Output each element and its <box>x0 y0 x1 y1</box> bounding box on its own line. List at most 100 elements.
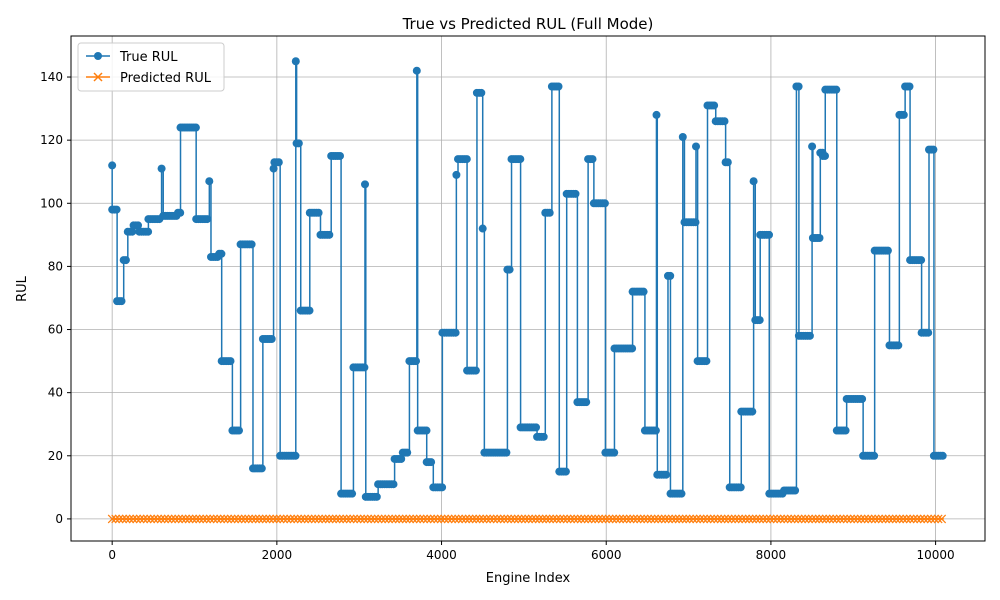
predicted-rul-point <box>569 514 579 524</box>
true-rul-point <box>257 464 266 473</box>
predicted-rul-point <box>349 514 359 524</box>
true-rul-point <box>808 142 817 151</box>
predicted-rul-point <box>429 514 439 524</box>
true-rul-point <box>269 164 278 173</box>
true-rul-point <box>176 208 185 217</box>
predicted-rul-point <box>258 514 268 524</box>
predicted-rul-point <box>394 514 404 524</box>
legend-marker-pred <box>93 72 103 82</box>
predicted-rul-point <box>695 514 705 524</box>
true-rul-point <box>128 227 137 236</box>
true-rul-point <box>677 489 686 498</box>
predicted-rul-point <box>265 514 275 524</box>
predicted-rul-point <box>674 514 684 524</box>
predicted-rul-point <box>825 514 835 524</box>
predicted-rul-point <box>177 514 187 524</box>
predicted-rul-point <box>251 514 261 524</box>
predicted-rul-point <box>503 514 513 524</box>
predicted-rul-point <box>790 514 800 524</box>
x-tick-label: 4000 <box>426 548 457 562</box>
true-rul-point <box>314 208 323 217</box>
predicted-rul-point <box>324 514 334 524</box>
predicted-rul-point <box>279 514 289 524</box>
true-rul-point <box>157 164 166 173</box>
true-rul-point <box>691 218 700 227</box>
predicted-rul-point <box>195 514 205 524</box>
true-rul-point <box>121 256 130 265</box>
predicted-rul-point <box>874 514 884 524</box>
predicted-rul-point <box>293 514 303 524</box>
predicted-rul-point <box>527 514 537 524</box>
predicted-rul-point <box>891 514 901 524</box>
predicted-rul-point <box>475 514 485 524</box>
legend-box <box>77 42 225 92</box>
true-rul-point <box>917 256 926 265</box>
true-rul-point <box>870 451 879 460</box>
predicted-rul-point <box>884 514 894 524</box>
true-rul-point <box>505 265 514 274</box>
plot-frame <box>70 35 986 542</box>
true-rul-point <box>336 151 344 160</box>
predicted-rul-point <box>464 514 474 524</box>
predicted-rul-point <box>356 514 366 524</box>
predicted-rul-point <box>230 514 240 524</box>
true-rul-point <box>108 161 117 170</box>
true-rul-point <box>938 451 947 460</box>
legend: True RUL Predicted RUL <box>77 42 225 92</box>
true-rul-point <box>765 230 773 239</box>
y-tick-label: 20 <box>48 449 63 463</box>
predicted-rul-point <box>405 514 415 524</box>
predicted-rul-point <box>926 514 936 524</box>
legend-label-pred: Predicted RUL <box>120 71 212 86</box>
predicted-rul-point <box>373 514 383 524</box>
predicted-rul-point <box>352 514 362 524</box>
predicted-rul-point <box>646 514 656 524</box>
predicted-rul-point <box>520 514 530 524</box>
true-rul-point <box>748 407 757 416</box>
predicted-rul-point <box>902 514 912 524</box>
predicted-rul-point <box>163 514 173 524</box>
true-rul-point <box>710 101 719 110</box>
predicted-rul-point <box>933 514 943 524</box>
predicted-rul-point <box>800 514 810 524</box>
true-rul-point <box>372 492 381 501</box>
predicted-rul-point <box>842 514 852 524</box>
y-tick-label: 80 <box>48 259 63 273</box>
predicted-rul-point <box>930 514 940 524</box>
predicted-rul-point <box>664 514 674 524</box>
true-rul-point <box>899 110 908 119</box>
plot-area <box>107 57 947 524</box>
predicted-rul-point <box>111 514 121 524</box>
predicted-rul-point <box>170 514 180 524</box>
true-rul-point <box>662 470 671 479</box>
true-rul-point <box>929 145 938 154</box>
predicted-rul-point <box>870 514 880 524</box>
predicted-rul-point <box>583 514 593 524</box>
predicted-rul-point <box>524 514 534 524</box>
predicted-rul-point <box>510 514 520 524</box>
predicted-rul-point <box>881 514 891 524</box>
true-rul-point <box>205 177 214 186</box>
predicted-rul-point <box>643 514 653 524</box>
predicted-rul-point <box>555 514 565 524</box>
predicted-rul-point <box>359 514 369 524</box>
true-rul-point <box>628 344 637 353</box>
predicted-rul-point <box>188 514 198 524</box>
predicted-rul-point <box>314 514 324 524</box>
true-rul-point <box>651 426 660 435</box>
true-rul-point <box>117 297 126 306</box>
y-tick-label: 40 <box>48 386 63 400</box>
predicted-rul-point <box>496 514 506 524</box>
x-tick-label: 8000 <box>756 548 787 562</box>
true-rul-point <box>652 110 661 119</box>
predicted-rul-point <box>461 514 471 524</box>
predicted-rul-point <box>706 514 716 524</box>
predicted-rul-point <box>380 514 390 524</box>
true-rul-point <box>274 158 283 167</box>
y-axis-ticks: 0 20 40 60 80 100 120 140 <box>40 70 71 526</box>
predicted-rul-point <box>412 514 422 524</box>
predicted-rul-point <box>905 514 915 524</box>
true-rul-point <box>666 271 675 280</box>
predicted-rul-point <box>587 514 597 524</box>
predicted-rul-point <box>650 514 660 524</box>
